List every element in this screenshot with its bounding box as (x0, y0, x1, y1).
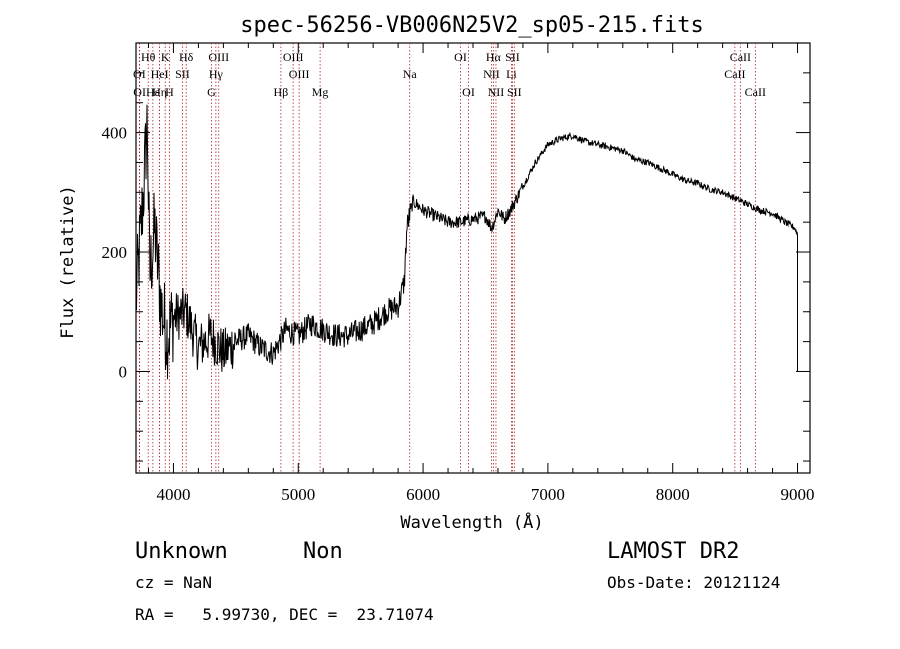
spectral-line-label: Hε (146, 85, 160, 99)
x-tick-label: 7000 (531, 485, 565, 504)
spectrum-chart: spec-56256-VB006N25V2_sp05-215.fits Hθ K H… (58, 13, 815, 533)
y-tick-label: 0 (119, 362, 128, 381)
y-tick-label: 400 (102, 124, 128, 143)
object-class: Unknown (135, 539, 228, 564)
spectral-line-label: SII (505, 50, 520, 64)
x-tick-label: 4000 (156, 485, 190, 504)
spectral-line-label: Hγ (209, 67, 224, 81)
spectral-line-label: Na (403, 67, 418, 81)
spectral-line-label: Hθ (141, 50, 156, 64)
spectral-line-label: H (165, 85, 174, 99)
y-axis-label: Flux (relative) (58, 185, 78, 339)
coordinates: RA = 5.99730, DEC = 23.71074 (135, 605, 434, 624)
x-tick-label: 8000 (656, 485, 690, 504)
spectral-line-label: CaII (730, 50, 751, 64)
survey-name: LAMOST DR2 (607, 539, 740, 564)
observation-date: Obs-Date: 20121124 (607, 573, 781, 592)
redshift-value: cz = NaN (135, 573, 213, 592)
spectral-line-label: OIII (283, 50, 304, 64)
spectral-line-label: SII (507, 85, 522, 99)
spectral-line-label: G (207, 85, 216, 99)
object-subclass: Non (303, 539, 343, 564)
spectral-line-label: Li (506, 67, 517, 81)
spectral-line-label: Hβ (274, 85, 289, 99)
spectral-line-label: CaII (745, 85, 766, 99)
x-tick-label: 9000 (781, 485, 815, 504)
spectral-line-label: OI (133, 67, 146, 81)
spectral-line-label: OI (462, 85, 475, 99)
chart-title: spec-56256-VB006N25V2_sp05-215.fits (240, 13, 704, 38)
spectral-line-label: OIII (289, 67, 310, 81)
plot-frame (135, 42, 811, 474)
spectral-line-label: K (161, 50, 170, 64)
spectral-line-label: Hα (486, 50, 502, 64)
spectral-line-label: NII (488, 85, 505, 99)
spectral-line-label: CaII (724, 67, 745, 81)
y-tick-label: 200 (102, 243, 128, 262)
spectral-line-label: OI (133, 85, 146, 99)
spectral-line-label: Mg (312, 85, 329, 99)
spectral-line-markers (138, 43, 756, 473)
axis-ticks (136, 42, 810, 473)
x-tick-label: 5000 (281, 485, 315, 504)
spectral-line-label: Hη (152, 85, 167, 99)
spectral-line-label: NII (483, 67, 500, 81)
spectral-line-label: OIII (208, 50, 229, 64)
x-axis-label: Wavelength (Å) (400, 511, 543, 533)
spectrum-line (135, 104, 798, 380)
spectral-line-label: Hδ (179, 50, 194, 64)
spectral-line-label: OI (454, 50, 467, 64)
axis-tick-labels: 4000 5000 6000 7000 8000 9000 0 200 400 (102, 124, 815, 504)
spectral-line-label: HeI (151, 67, 169, 81)
spectrum-series (135, 104, 798, 380)
x-tick-label: 6000 (406, 485, 440, 504)
spectral-line-label: SII (175, 67, 190, 81)
